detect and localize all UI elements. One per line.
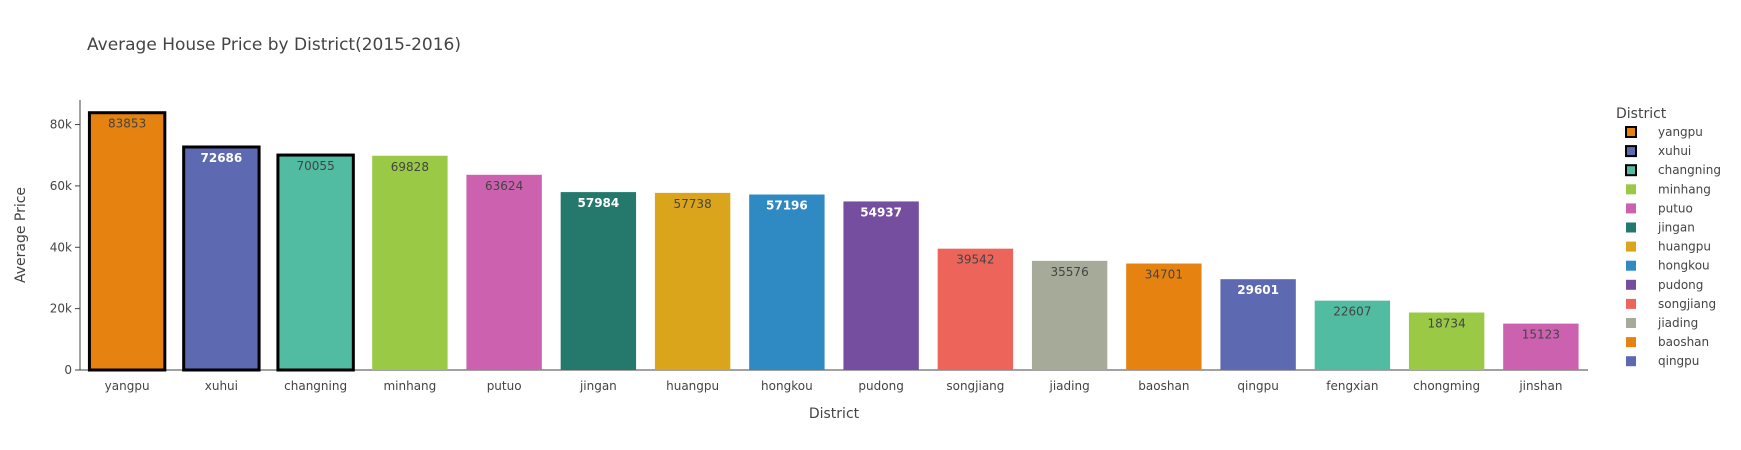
x-tick-label: qingpu [1237,379,1278,393]
x-axis-title: District [809,406,860,422]
x-axis-ticks: yangpu xuhui changning minhang putuo jingan hu… [105,379,1563,393]
bar-value-label: 29601 [1237,283,1279,297]
y-axis-ticks: 0 20k 40k 60k 80k [50,118,80,377]
legend-swatch-huangpu[interactable] [1626,241,1636,252]
legend-swatch-minhang[interactable] [1626,184,1636,195]
legend-label-pudong[interactable]: pudong [1658,278,1703,292]
bar-value-label: 54937 [860,205,902,219]
bar-qingpu[interactable] [1220,279,1296,370]
legend-swatch-xuhui[interactable] [1625,145,1637,158]
bar-value-label: 63624 [485,179,523,193]
y-tick-label: 40k [50,240,72,254]
legend-label-huangpu[interactable]: huangpu [1658,240,1711,254]
bar-value-label: 22607 [1333,305,1371,319]
legend-swatch-jiading[interactable] [1626,318,1636,328]
bar-minhang[interactable] [372,155,448,370]
y-axis-title: Average Price [13,187,29,283]
legend-label-jingan[interactable]: jingan [1657,221,1695,235]
bar-value-label: 57196 [766,199,808,213]
bar-pudong[interactable] [843,201,919,370]
bar-changning[interactable] [276,153,355,372]
chart-title: Average House Price by District(2015-201… [87,35,461,55]
bar-value-label: 57984 [578,196,620,210]
x-tick-label: putuo [487,379,522,393]
x-tick-label: jiading [1049,379,1090,393]
legend-swatch-songjiang[interactable] [1626,298,1636,309]
bar-value-label: 35576 [1051,265,1089,279]
bar-yangpu[interactable] [87,111,167,372]
bar-jiading[interactable] [1031,260,1108,370]
bar-value-label: 57738 [674,197,712,211]
x-tick-label: jinshan [1518,379,1562,393]
x-tick-label: jingan [579,379,617,393]
bar-value-label: 39542 [956,253,994,267]
legend-swatch-jingan[interactable] [1626,222,1636,233]
legend-title: District [1616,106,1667,122]
bar-value-label: 83853 [108,117,146,131]
y-tick-label: 0 [64,363,72,377]
legend-label-xuhui[interactable]: xuhui [1658,144,1691,158]
legend-label-songjiang[interactable]: songjiang [1658,297,1716,311]
bars [87,111,1579,372]
bar-putuo[interactable] [466,174,542,370]
x-tick-label: changning [284,379,347,393]
x-tick-label: fengxian [1326,379,1378,393]
x-tick-label: yangpu [105,379,150,393]
legend-label-changning[interactable]: changning [1658,163,1721,177]
legend-label-baoshan[interactable]: baoshan [1658,335,1709,349]
legend-swatch-putuo[interactable] [1626,203,1636,214]
bar-jingan[interactable] [560,192,637,370]
bar-value-label: 18734 [1428,317,1466,331]
x-tick-label: pudong [858,379,903,393]
legend-label-jiading[interactable]: jiading [1657,316,1698,330]
legend-swatch-changning[interactable] [1625,164,1637,177]
legend-label-putuo[interactable]: putuo [1658,201,1693,215]
legend-label-qingpu[interactable]: qingpu [1658,354,1699,368]
legend-swatch-hongkou[interactable] [1626,260,1636,271]
legend: District yangpu xuhui changning minhang putu… [1616,106,1721,368]
bar-value-label: 15123 [1522,328,1560,342]
bar-chongming[interactable] [1408,312,1485,370]
x-tick-label: songjiang [946,379,1004,393]
bar-hongkou[interactable] [749,194,825,370]
bar-baoshan[interactable] [1126,263,1202,370]
legend-label-yangpu[interactable]: yangpu [1658,125,1703,139]
x-tick-label: minhang [383,379,436,393]
bar-value-label: 72686 [201,151,243,165]
legend-label-hongkou[interactable]: hongkou [1658,259,1710,273]
x-tick-label: huangpu [666,379,719,393]
x-tick-label: baoshan [1138,379,1189,393]
legend-swatch-baoshan[interactable] [1626,337,1636,348]
x-tick-label: hongkou [761,379,813,393]
legend-label-minhang[interactable]: minhang [1658,182,1711,196]
bar-xuhui[interactable] [182,145,261,372]
legend-swatch-qingpu[interactable] [1626,356,1636,367]
bar-value-label: 69828 [391,160,429,174]
bar-songjiang[interactable] [937,248,1014,370]
legend-swatch-yangpu[interactable] [1625,126,1637,138]
bar-jinshan[interactable] [1503,323,1579,370]
bar-value-label: 70055 [297,159,335,173]
y-tick-label: 20k [50,302,72,316]
x-tick-label: xuhui [205,379,238,393]
y-tick-label: 80k [50,118,72,132]
x-tick-label: chongming [1413,379,1480,393]
legend-swatch-pudong[interactable] [1626,279,1636,290]
bar-value-labels: 83853 72686 70055 69828 63624 57984 57738 57196… [108,117,1560,342]
bar-fengxian[interactable] [1314,300,1391,370]
y-tick-label: 60k [50,179,72,193]
bar-value-label: 34701 [1145,268,1183,282]
bar-huangpu[interactable] [654,192,731,370]
